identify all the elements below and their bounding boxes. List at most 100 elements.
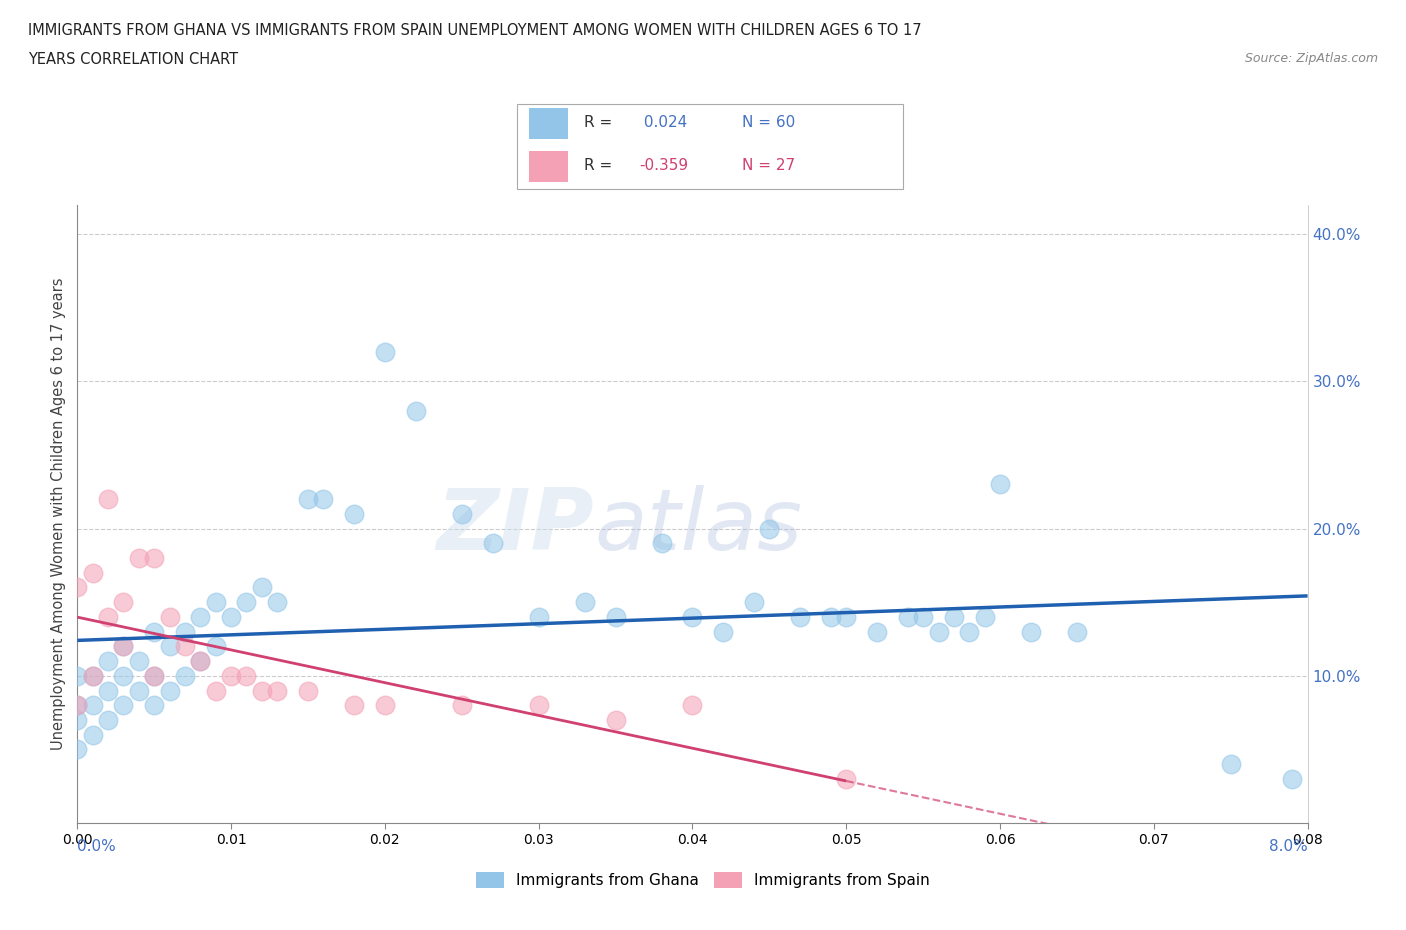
Point: [711, 624, 734, 639]
Point: [835, 609, 858, 624]
Text: IMMIGRANTS FROM GHANA VS IMMIGRANTS FROM SPAIN UNEMPLOYMENT AMONG WOMEN WITH CHI: IMMIGRANTS FROM GHANA VS IMMIGRANTS FROM…: [28, 23, 922, 38]
Point: [988, 477, 1011, 492]
Point: [942, 609, 965, 624]
Text: 0.0%: 0.0%: [77, 839, 117, 854]
Point: [682, 609, 704, 624]
Point: [82, 698, 104, 712]
Text: atlas: atlas: [595, 485, 801, 567]
FancyBboxPatch shape: [529, 151, 568, 182]
Point: [66, 742, 89, 757]
Point: [374, 344, 396, 359]
Point: [112, 639, 135, 654]
Point: [235, 669, 257, 684]
Point: [112, 698, 135, 712]
Point: [928, 624, 950, 639]
Point: [97, 683, 120, 698]
Point: [174, 624, 197, 639]
Point: [188, 654, 212, 669]
Point: [1219, 757, 1241, 772]
Point: [1066, 624, 1088, 639]
FancyBboxPatch shape: [517, 104, 903, 189]
Point: [143, 669, 166, 684]
Point: [143, 698, 166, 712]
Point: [297, 683, 319, 698]
Point: [374, 698, 396, 712]
Point: [405, 404, 427, 418]
Point: [204, 683, 226, 698]
Point: [97, 654, 120, 669]
Point: [450, 507, 472, 522]
Point: [188, 654, 212, 669]
Point: [143, 669, 166, 684]
Text: R =: R =: [583, 158, 612, 173]
Point: [742, 595, 765, 610]
Point: [957, 624, 980, 639]
Point: [112, 595, 135, 610]
Point: [97, 712, 120, 727]
Text: -0.359: -0.359: [640, 158, 689, 173]
Point: [820, 609, 842, 624]
Point: [343, 507, 366, 522]
Point: [250, 580, 273, 595]
Point: [143, 624, 166, 639]
Point: [758, 521, 780, 536]
Point: [188, 609, 212, 624]
Point: [235, 595, 257, 610]
Point: [527, 609, 550, 624]
Y-axis label: Unemployment Among Women with Children Ages 6 to 17 years: Unemployment Among Women with Children A…: [51, 277, 66, 751]
Point: [159, 609, 181, 624]
Point: [605, 609, 627, 624]
Text: R =: R =: [583, 115, 612, 130]
Point: [219, 609, 242, 624]
Point: [97, 609, 120, 624]
Point: [159, 639, 181, 654]
Point: [66, 712, 89, 727]
Point: [1019, 624, 1042, 639]
Point: [682, 698, 704, 712]
Point: [1281, 772, 1303, 787]
Point: [897, 609, 920, 624]
Point: [66, 580, 89, 595]
Point: [450, 698, 472, 712]
Point: [866, 624, 889, 639]
Point: [174, 639, 197, 654]
Point: [82, 669, 104, 684]
Point: [112, 639, 135, 654]
Point: [343, 698, 366, 712]
Point: [574, 595, 596, 610]
Point: [789, 609, 811, 624]
Point: [66, 669, 89, 684]
Point: [128, 551, 150, 565]
Point: [651, 536, 673, 551]
Point: [174, 669, 197, 684]
Point: [527, 698, 550, 712]
Point: [128, 683, 150, 698]
Point: [481, 536, 503, 551]
Text: N = 60: N = 60: [741, 115, 794, 130]
Point: [159, 683, 181, 698]
Point: [82, 669, 104, 684]
Text: ZIP: ZIP: [436, 485, 595, 567]
Point: [912, 609, 935, 624]
Point: [605, 712, 627, 727]
Point: [143, 551, 166, 565]
Point: [128, 654, 150, 669]
Text: 8.0%: 8.0%: [1268, 839, 1308, 854]
Text: N = 27: N = 27: [741, 158, 794, 173]
Point: [973, 609, 995, 624]
Point: [66, 698, 89, 712]
Legend: Immigrants from Ghana, Immigrants from Spain: Immigrants from Ghana, Immigrants from S…: [470, 866, 936, 895]
Point: [312, 492, 335, 507]
Point: [97, 492, 120, 507]
Point: [66, 698, 89, 712]
Point: [250, 683, 273, 698]
Point: [204, 595, 226, 610]
Text: YEARS CORRELATION CHART: YEARS CORRELATION CHART: [28, 52, 238, 67]
Point: [297, 492, 319, 507]
FancyBboxPatch shape: [529, 108, 568, 139]
Point: [204, 639, 226, 654]
Text: Source: ZipAtlas.com: Source: ZipAtlas.com: [1244, 52, 1378, 65]
Text: 0.024: 0.024: [640, 115, 688, 130]
Point: [835, 772, 858, 787]
Point: [82, 565, 104, 580]
